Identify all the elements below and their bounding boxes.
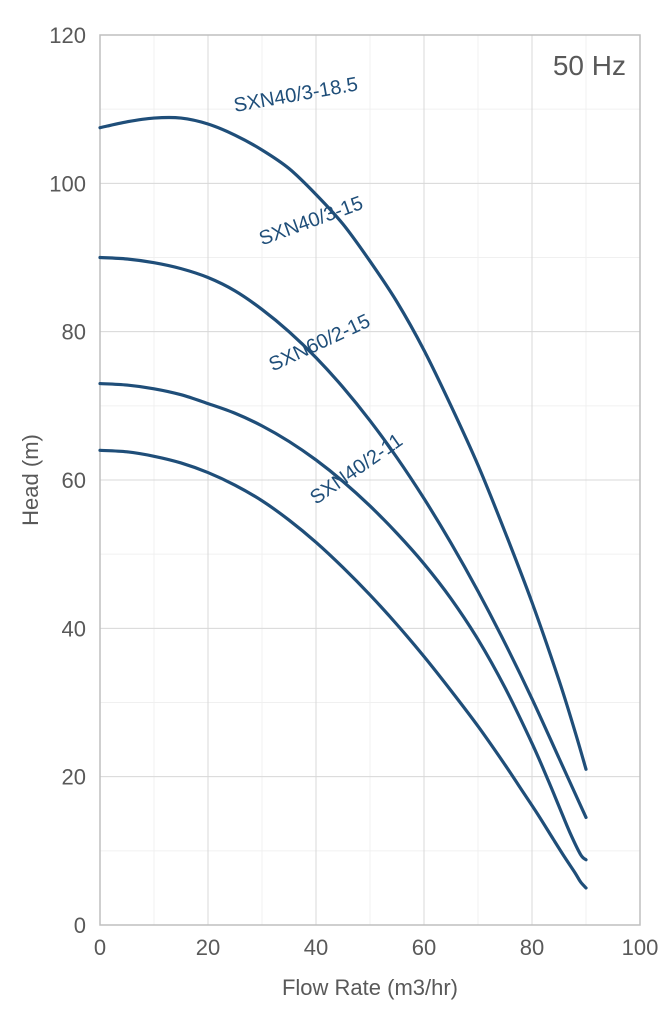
y-tick-label: 80 xyxy=(62,320,86,345)
y-tick-label: 120 xyxy=(49,23,86,48)
x-tick-label: 100 xyxy=(622,935,659,960)
pump-curve-chart: SXN40/3-18.5SXN40/3-15SXN60/2-15SXN40/2-… xyxy=(0,0,669,1011)
frequency-annotation: 50 Hz xyxy=(553,50,626,81)
x-tick-label: 20 xyxy=(196,935,220,960)
y-axis-label: Head (m) xyxy=(18,434,43,526)
x-tick-label: 60 xyxy=(412,935,436,960)
x-axis-label: Flow Rate (m3/hr) xyxy=(282,975,458,1000)
x-tick-label: 80 xyxy=(520,935,544,960)
x-tick-label: 0 xyxy=(94,935,106,960)
y-tick-label: 0 xyxy=(74,913,86,938)
y-tick-label: 100 xyxy=(49,171,86,196)
y-tick-label: 60 xyxy=(62,468,86,493)
y-tick-label: 20 xyxy=(62,765,86,790)
x-tick-label: 40 xyxy=(304,935,328,960)
y-tick-label: 40 xyxy=(62,616,86,641)
